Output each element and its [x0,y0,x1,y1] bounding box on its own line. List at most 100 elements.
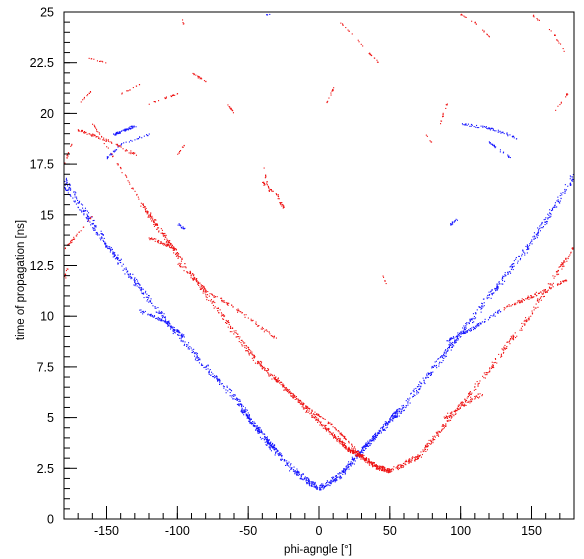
data-point [521,300,523,302]
data-point [449,416,451,418]
data-point [384,429,386,431]
data-point [474,318,476,320]
data-point [255,323,257,325]
data-point [481,394,483,396]
data-point [245,347,247,349]
data-point [148,103,150,105]
data-point [208,299,210,301]
data-point [197,359,199,361]
data-point [358,41,360,43]
data-point [318,421,320,423]
data-point [238,398,240,400]
data-point [208,370,210,372]
data-point [158,227,160,229]
data-point [438,365,440,367]
data-point [474,22,476,24]
data-point [143,312,145,314]
data-point [140,311,142,313]
data-point [167,325,169,327]
data-point [195,74,197,76]
data-point [517,262,519,264]
data-point [126,128,128,130]
data-point [126,271,128,273]
data-point [143,297,145,299]
data-point [77,206,79,208]
data-point [542,292,544,294]
data-point [257,427,259,429]
data-point [126,129,128,131]
data-point [343,442,345,444]
data-point [137,280,139,282]
data-point [198,358,200,360]
data-point [159,243,161,245]
data-point [260,430,262,432]
data-point [335,428,337,430]
data-point [121,92,123,94]
data-point [481,302,483,304]
data-point [289,464,291,466]
data-point [478,325,480,327]
data-point [84,132,86,134]
data-point [155,318,157,320]
data-point [531,239,533,241]
data-point [335,480,337,482]
data-point [311,484,313,486]
data-point [277,378,279,380]
data-point [337,436,339,438]
data-point [484,377,486,379]
data-point [277,381,279,383]
data-point [384,280,386,282]
data-point [358,451,360,453]
data-point [78,231,80,233]
data-point [263,367,265,369]
data-point [194,355,196,357]
data-point [232,110,234,112]
data-point [451,346,453,348]
data-point [461,404,463,406]
data-point [260,365,262,367]
data-point [279,202,281,204]
data-point [441,355,443,357]
data-point [558,42,560,44]
data-point [387,424,389,426]
data-point [250,350,252,352]
data-point [113,256,115,258]
data-point [375,433,377,435]
data-point [151,302,153,304]
data-point [280,459,282,461]
data-point [87,218,89,220]
data-point [491,361,493,363]
data-point [125,128,127,130]
data-point [413,388,415,390]
data-point [147,135,149,137]
data-point [281,456,283,458]
data-point [119,132,121,134]
data-point [64,180,66,182]
y-tick-label: 15 [40,208,54,222]
data-point [531,296,533,298]
data-point [182,341,184,343]
data-point [329,481,331,483]
data-point [526,319,528,321]
data-point [334,436,336,438]
data-point [297,471,299,473]
data-point [372,465,374,467]
data-point [554,204,556,206]
data-point [181,336,183,338]
data-point [446,417,448,419]
data-point [329,485,331,487]
data-point [72,238,74,240]
data-point [514,303,516,305]
data-point [136,285,138,287]
data-point [71,241,73,243]
data-point [566,94,568,96]
data-point [197,76,199,78]
data-point [286,460,288,462]
data-point [233,333,235,335]
data-point [219,309,221,311]
data-point [470,393,472,395]
data-point [189,346,191,348]
data-point [314,417,316,419]
data-point [402,407,404,409]
data-point [109,248,111,250]
